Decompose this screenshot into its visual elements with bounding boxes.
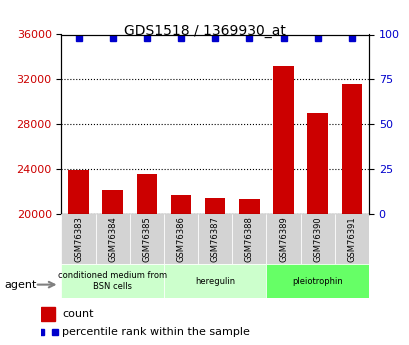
- Text: GSM76387: GSM76387: [210, 216, 219, 262]
- Bar: [41, 307, 55, 321]
- Text: heregulin: heregulin: [195, 277, 235, 286]
- FancyBboxPatch shape: [61, 214, 95, 264]
- Text: agent: agent: [4, 280, 36, 289]
- Bar: [102, 190, 123, 345]
- Text: GSM76391: GSM76391: [346, 216, 355, 262]
- FancyBboxPatch shape: [232, 214, 266, 264]
- Text: GSM76384: GSM76384: [108, 216, 117, 262]
- FancyBboxPatch shape: [164, 264, 266, 298]
- FancyBboxPatch shape: [300, 214, 334, 264]
- Bar: [307, 113, 327, 345]
- FancyBboxPatch shape: [130, 214, 164, 264]
- Text: count: count: [62, 309, 93, 319]
- Bar: [68, 170, 89, 345]
- Text: GSM76383: GSM76383: [74, 216, 83, 262]
- Text: conditioned medium from
BSN cells: conditioned medium from BSN cells: [58, 272, 167, 291]
- Text: GSM76386: GSM76386: [176, 216, 185, 262]
- Text: GSM76390: GSM76390: [312, 216, 321, 262]
- Text: GSM76385: GSM76385: [142, 216, 151, 262]
- Bar: [341, 84, 361, 345]
- Text: percentile rank within the sample: percentile rank within the sample: [62, 327, 249, 337]
- Bar: [204, 198, 225, 345]
- FancyBboxPatch shape: [95, 214, 130, 264]
- Text: GDS1518 / 1369930_at: GDS1518 / 1369930_at: [124, 24, 285, 38]
- FancyBboxPatch shape: [198, 214, 232, 264]
- Text: GSM76389: GSM76389: [279, 216, 288, 262]
- FancyBboxPatch shape: [266, 214, 300, 264]
- FancyBboxPatch shape: [266, 264, 368, 298]
- Text: pleiotrophin: pleiotrophin: [292, 277, 342, 286]
- Bar: [238, 199, 259, 345]
- Bar: [136, 174, 157, 345]
- Text: GSM76388: GSM76388: [244, 216, 253, 262]
- FancyBboxPatch shape: [61, 264, 164, 298]
- FancyBboxPatch shape: [164, 214, 198, 264]
- Bar: [273, 66, 293, 345]
- FancyBboxPatch shape: [334, 214, 368, 264]
- Bar: [171, 195, 191, 345]
